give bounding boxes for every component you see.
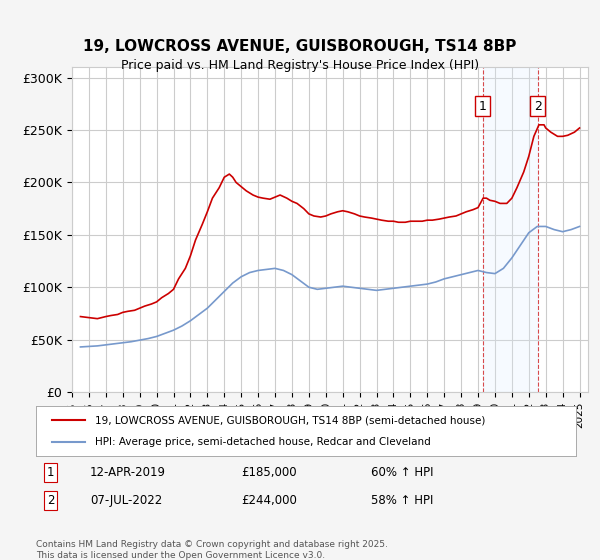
Text: 12-APR-2019: 12-APR-2019 (90, 466, 166, 479)
Text: 19, LOWCROSS AVENUE, GUISBOROUGH, TS14 8BP (semi-detached house): 19, LOWCROSS AVENUE, GUISBOROUGH, TS14 8… (95, 415, 486, 425)
Text: 1: 1 (47, 466, 54, 479)
Text: 19, LOWCROSS AVENUE, GUISBOROUGH, TS14 8BP: 19, LOWCROSS AVENUE, GUISBOROUGH, TS14 8… (83, 39, 517, 54)
Text: 58% ↑ HPI: 58% ↑ HPI (371, 494, 433, 507)
Text: £185,000: £185,000 (241, 466, 297, 479)
Text: £244,000: £244,000 (241, 494, 297, 507)
Text: 1: 1 (479, 100, 487, 113)
Text: Price paid vs. HM Land Registry's House Price Index (HPI): Price paid vs. HM Land Registry's House … (121, 59, 479, 72)
Text: 07-JUL-2022: 07-JUL-2022 (90, 494, 162, 507)
Text: HPI: Average price, semi-detached house, Redcar and Cleveland: HPI: Average price, semi-detached house,… (95, 437, 431, 447)
Text: 60% ↑ HPI: 60% ↑ HPI (371, 466, 433, 479)
Text: Contains HM Land Registry data © Crown copyright and database right 2025.
This d: Contains HM Land Registry data © Crown c… (36, 540, 388, 560)
Text: 2: 2 (533, 100, 542, 113)
Text: 2: 2 (47, 494, 54, 507)
Bar (483, 67, 538, 392)
